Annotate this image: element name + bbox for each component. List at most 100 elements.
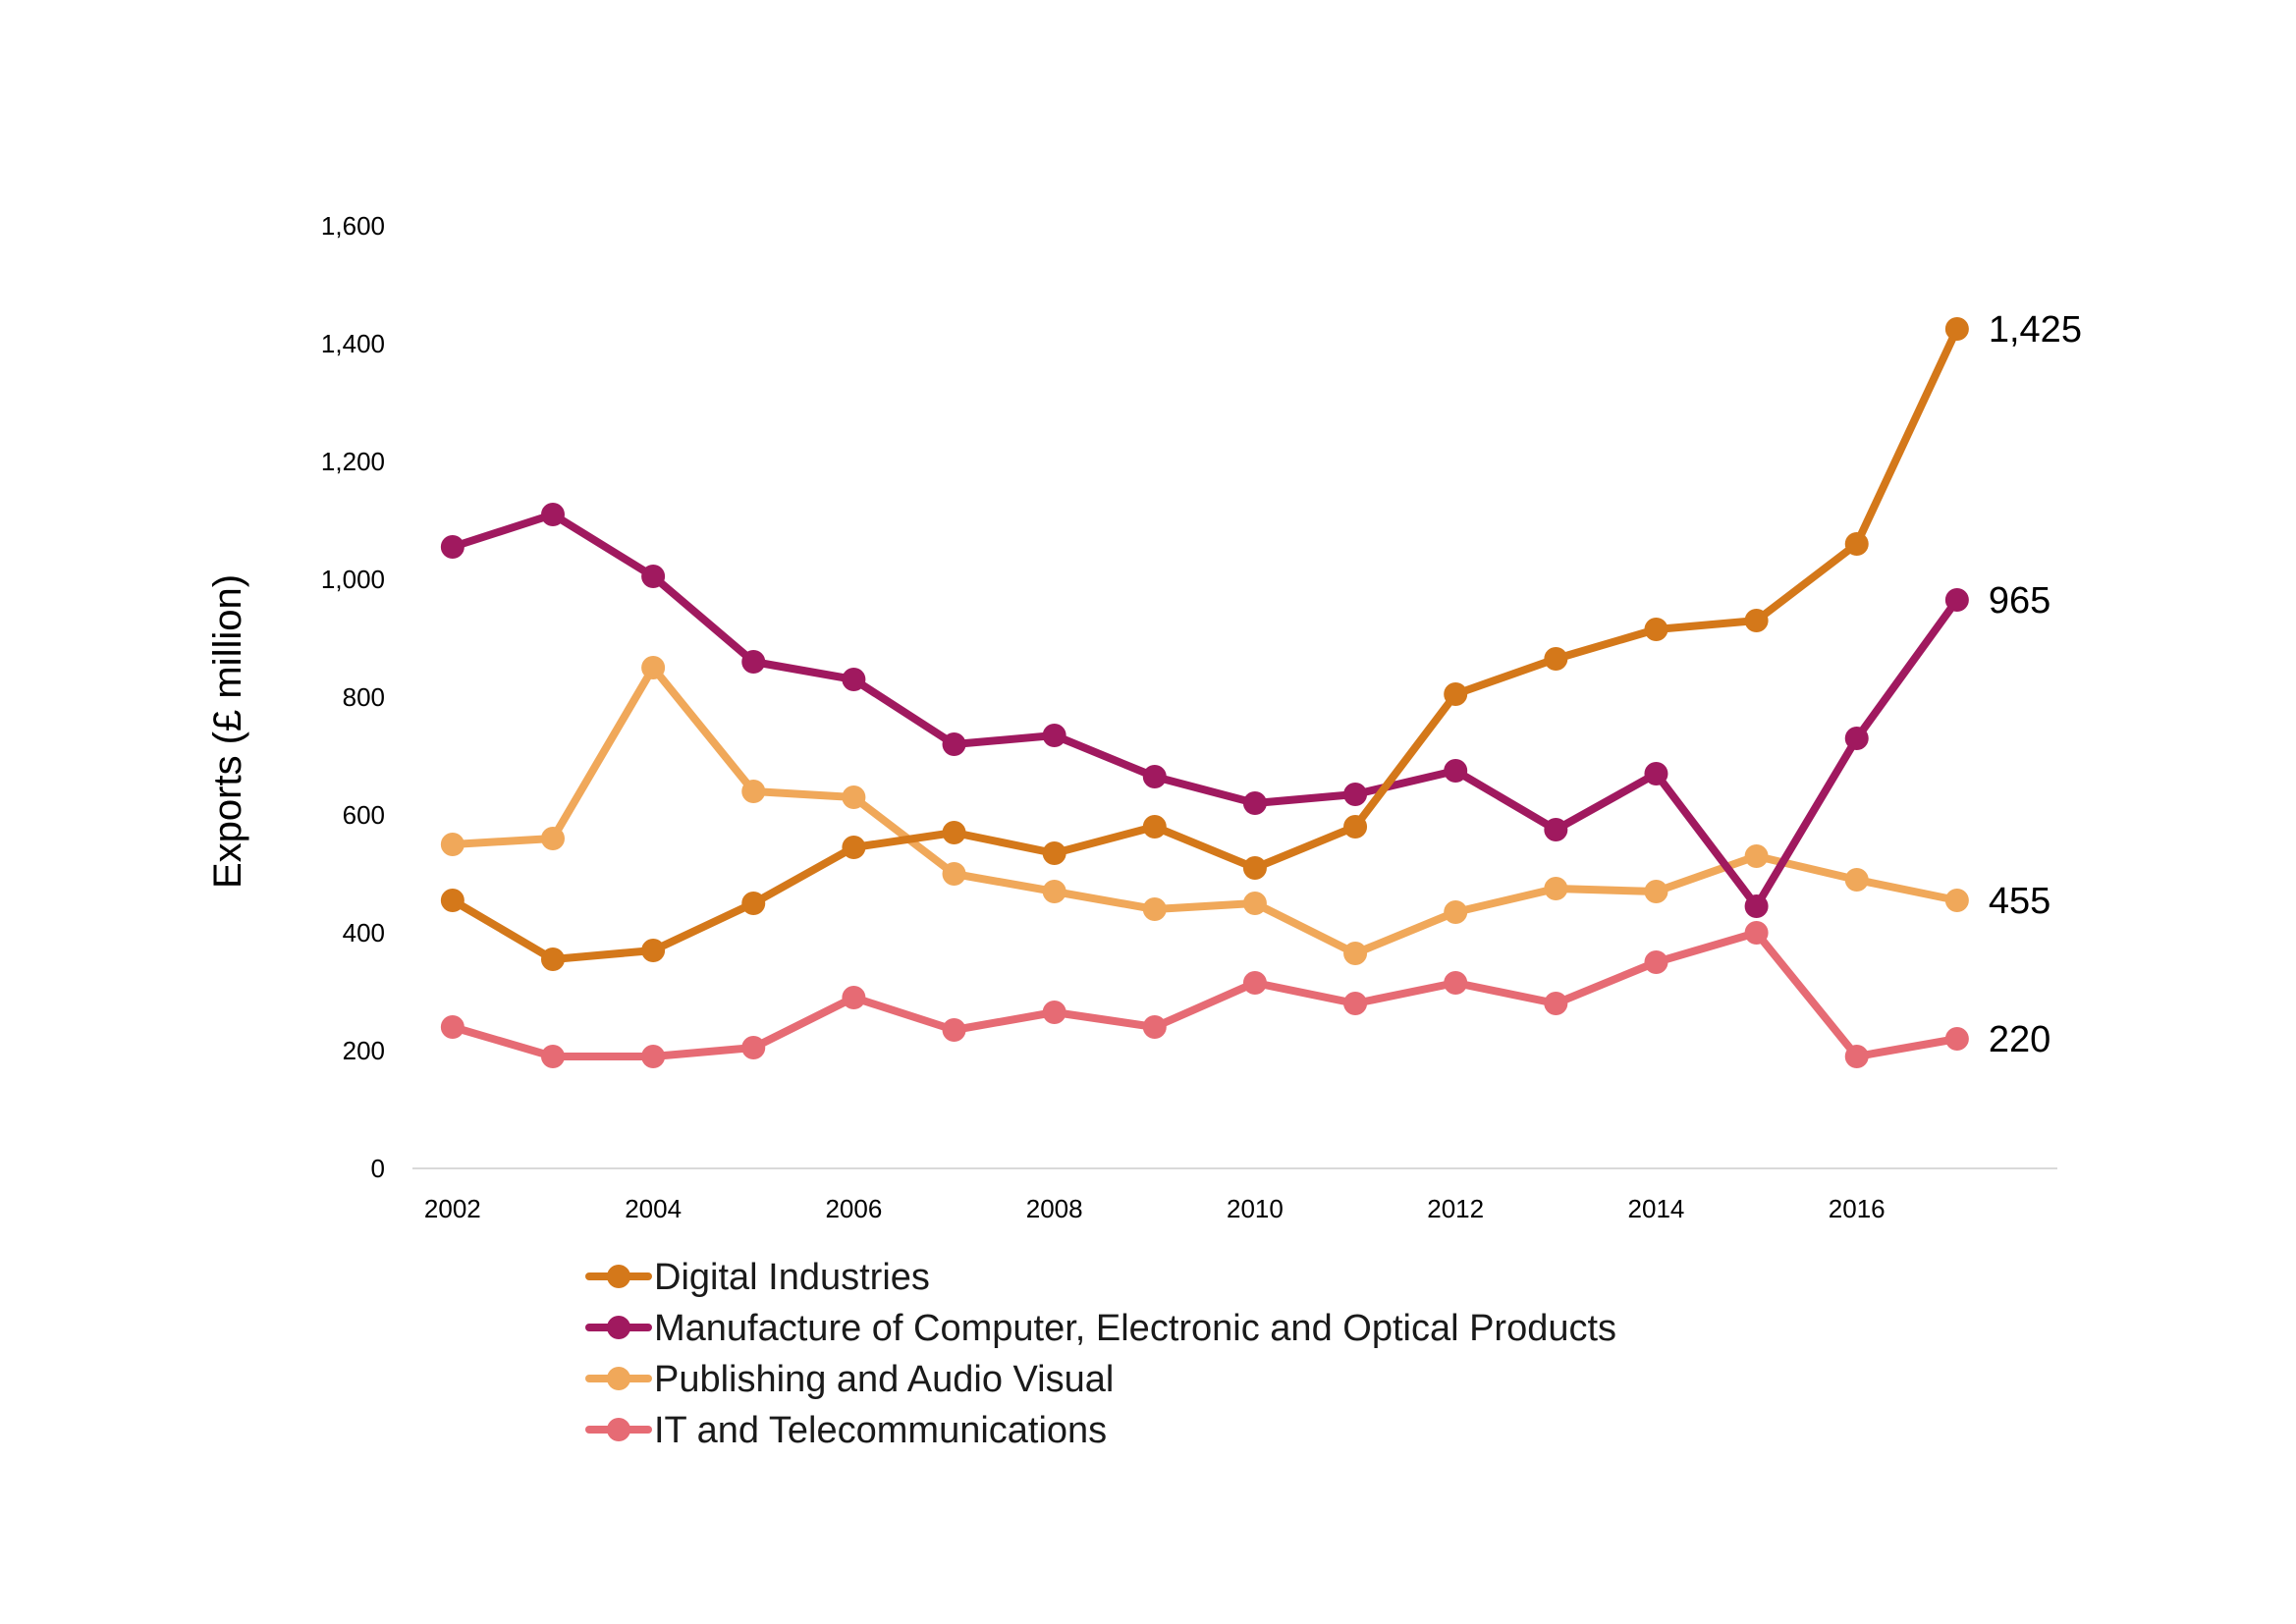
legend-swatch-marker <box>607 1316 630 1339</box>
data-point <box>1844 727 1869 750</box>
legend-item: IT and Telecommunications <box>585 1410 1107 1451</box>
series-layer <box>440 317 1969 1068</box>
data-point <box>1142 897 1167 921</box>
data-point <box>1744 921 1769 945</box>
data-point <box>842 785 866 809</box>
y-tick-labels: 0 200 400 600 800 1,000 1,200 1,400 1,600 <box>321 211 385 1183</box>
data-point <box>540 827 565 850</box>
data-point <box>1444 682 1468 706</box>
y-axis-title: Exports (£ million) <box>206 574 249 889</box>
legend-label: IT and Telecommunications <box>654 1410 1107 1451</box>
data-point <box>1644 762 1668 785</box>
data-point <box>1142 815 1167 839</box>
y-tick-label: 200 <box>343 1036 385 1065</box>
end-value-label: 965 <box>1989 580 2050 622</box>
series-it-and-telecommunications <box>440 921 1969 1068</box>
data-point <box>741 650 766 674</box>
y-tick-label: 800 <box>343 682 385 712</box>
data-point <box>1444 900 1468 924</box>
series-line-publishing-and-audio-visual <box>448 664 1961 957</box>
data-point <box>1544 992 1568 1015</box>
legend-swatch-marker <box>607 1367 630 1390</box>
data-point <box>1444 971 1468 995</box>
data-point <box>540 947 565 971</box>
data-point <box>1744 894 1769 918</box>
data-point <box>1744 609 1769 632</box>
x-tick-labels: 2002 2004 2006 2008 2010 2012 2014 2016 <box>424 1194 1886 1223</box>
x-tick-label: 2016 <box>1829 1194 1886 1223</box>
x-tick-label: 2010 <box>1227 1194 1284 1223</box>
x-tick-label: 2012 <box>1427 1194 1484 1223</box>
series-line-it-and-telecommunications <box>448 929 1961 1060</box>
data-point <box>1644 618 1668 641</box>
data-point <box>440 889 465 912</box>
end-value-label: 455 <box>1989 881 2050 922</box>
data-point <box>741 892 766 915</box>
data-point <box>641 1045 666 1068</box>
data-point <box>1042 880 1066 903</box>
data-point <box>1242 892 1267 915</box>
data-point <box>842 836 866 859</box>
data-point <box>1844 1045 1869 1068</box>
data-point <box>1242 791 1267 815</box>
data-point <box>741 1036 766 1059</box>
data-point <box>1142 1015 1167 1039</box>
end-value-label: 1,425 <box>1989 309 2082 351</box>
data-point <box>1343 992 1368 1015</box>
data-point <box>942 732 966 756</box>
legend-label: Digital Industries <box>654 1257 930 1298</box>
data-point <box>1343 815 1368 839</box>
data-point <box>1142 765 1167 788</box>
data-point <box>1544 647 1568 671</box>
series-publishing-and-audio-visual <box>440 656 1969 965</box>
data-point <box>1343 783 1368 806</box>
y-tick-label: 0 <box>371 1154 385 1183</box>
legend-item: Digital Industries <box>585 1257 930 1298</box>
legend-label: Manufacture of Computer, Electronic and … <box>654 1308 1616 1349</box>
data-point <box>1544 877 1568 900</box>
data-point <box>1444 759 1468 783</box>
data-point <box>1544 818 1568 841</box>
legend-item: Manufacture of Computer, Electronic and … <box>585 1308 1616 1349</box>
y-tick-label: 600 <box>343 800 385 830</box>
series-manufacture-of-computer-electronic-and-optical-products <box>440 503 1969 918</box>
x-tick-label: 2008 <box>1026 1194 1083 1223</box>
y-tick-label: 1,000 <box>321 565 385 594</box>
end-value-label: 220 <box>1989 1019 2050 1060</box>
x-tick-label: 2006 <box>825 1194 882 1223</box>
y-tick-label: 400 <box>343 918 385 947</box>
data-point <box>1744 844 1769 868</box>
legend-swatch-marker <box>607 1265 630 1288</box>
data-point <box>641 939 666 962</box>
legend-label: Publishing and Audio Visual <box>654 1359 1114 1400</box>
data-point <box>1242 856 1267 880</box>
data-point <box>1944 588 1969 612</box>
data-point <box>641 565 666 588</box>
data-point <box>1644 950 1668 974</box>
data-point <box>842 668 866 691</box>
data-point <box>1844 868 1869 892</box>
end-value-labels: 1,425 965 455 220 <box>1989 309 2082 1060</box>
data-point <box>1644 880 1668 903</box>
data-point <box>1944 317 1969 341</box>
data-point <box>440 535 465 559</box>
data-point <box>1844 532 1869 556</box>
data-point <box>942 862 966 886</box>
data-point <box>641 656 666 679</box>
data-point <box>942 821 966 844</box>
data-point <box>1343 942 1368 965</box>
y-tick-label: 1,200 <box>321 447 385 476</box>
data-point <box>1944 1027 1969 1051</box>
x-tick-label: 2014 <box>1628 1194 1685 1223</box>
series-digital-industries <box>440 317 1969 971</box>
data-point <box>942 1018 966 1042</box>
y-tick-label: 1,600 <box>321 211 385 241</box>
data-point <box>540 503 565 526</box>
y-axis-title-group: Exports (£ million) <box>206 574 249 889</box>
data-point <box>440 1015 465 1039</box>
x-tick-label: 2002 <box>424 1194 481 1223</box>
series-line-manufacture-of-computer-electronic-and-optical-products <box>448 511 1961 910</box>
data-point <box>741 780 766 803</box>
legend: Digital Industries Manufacture of Compute… <box>585 1257 1616 1451</box>
